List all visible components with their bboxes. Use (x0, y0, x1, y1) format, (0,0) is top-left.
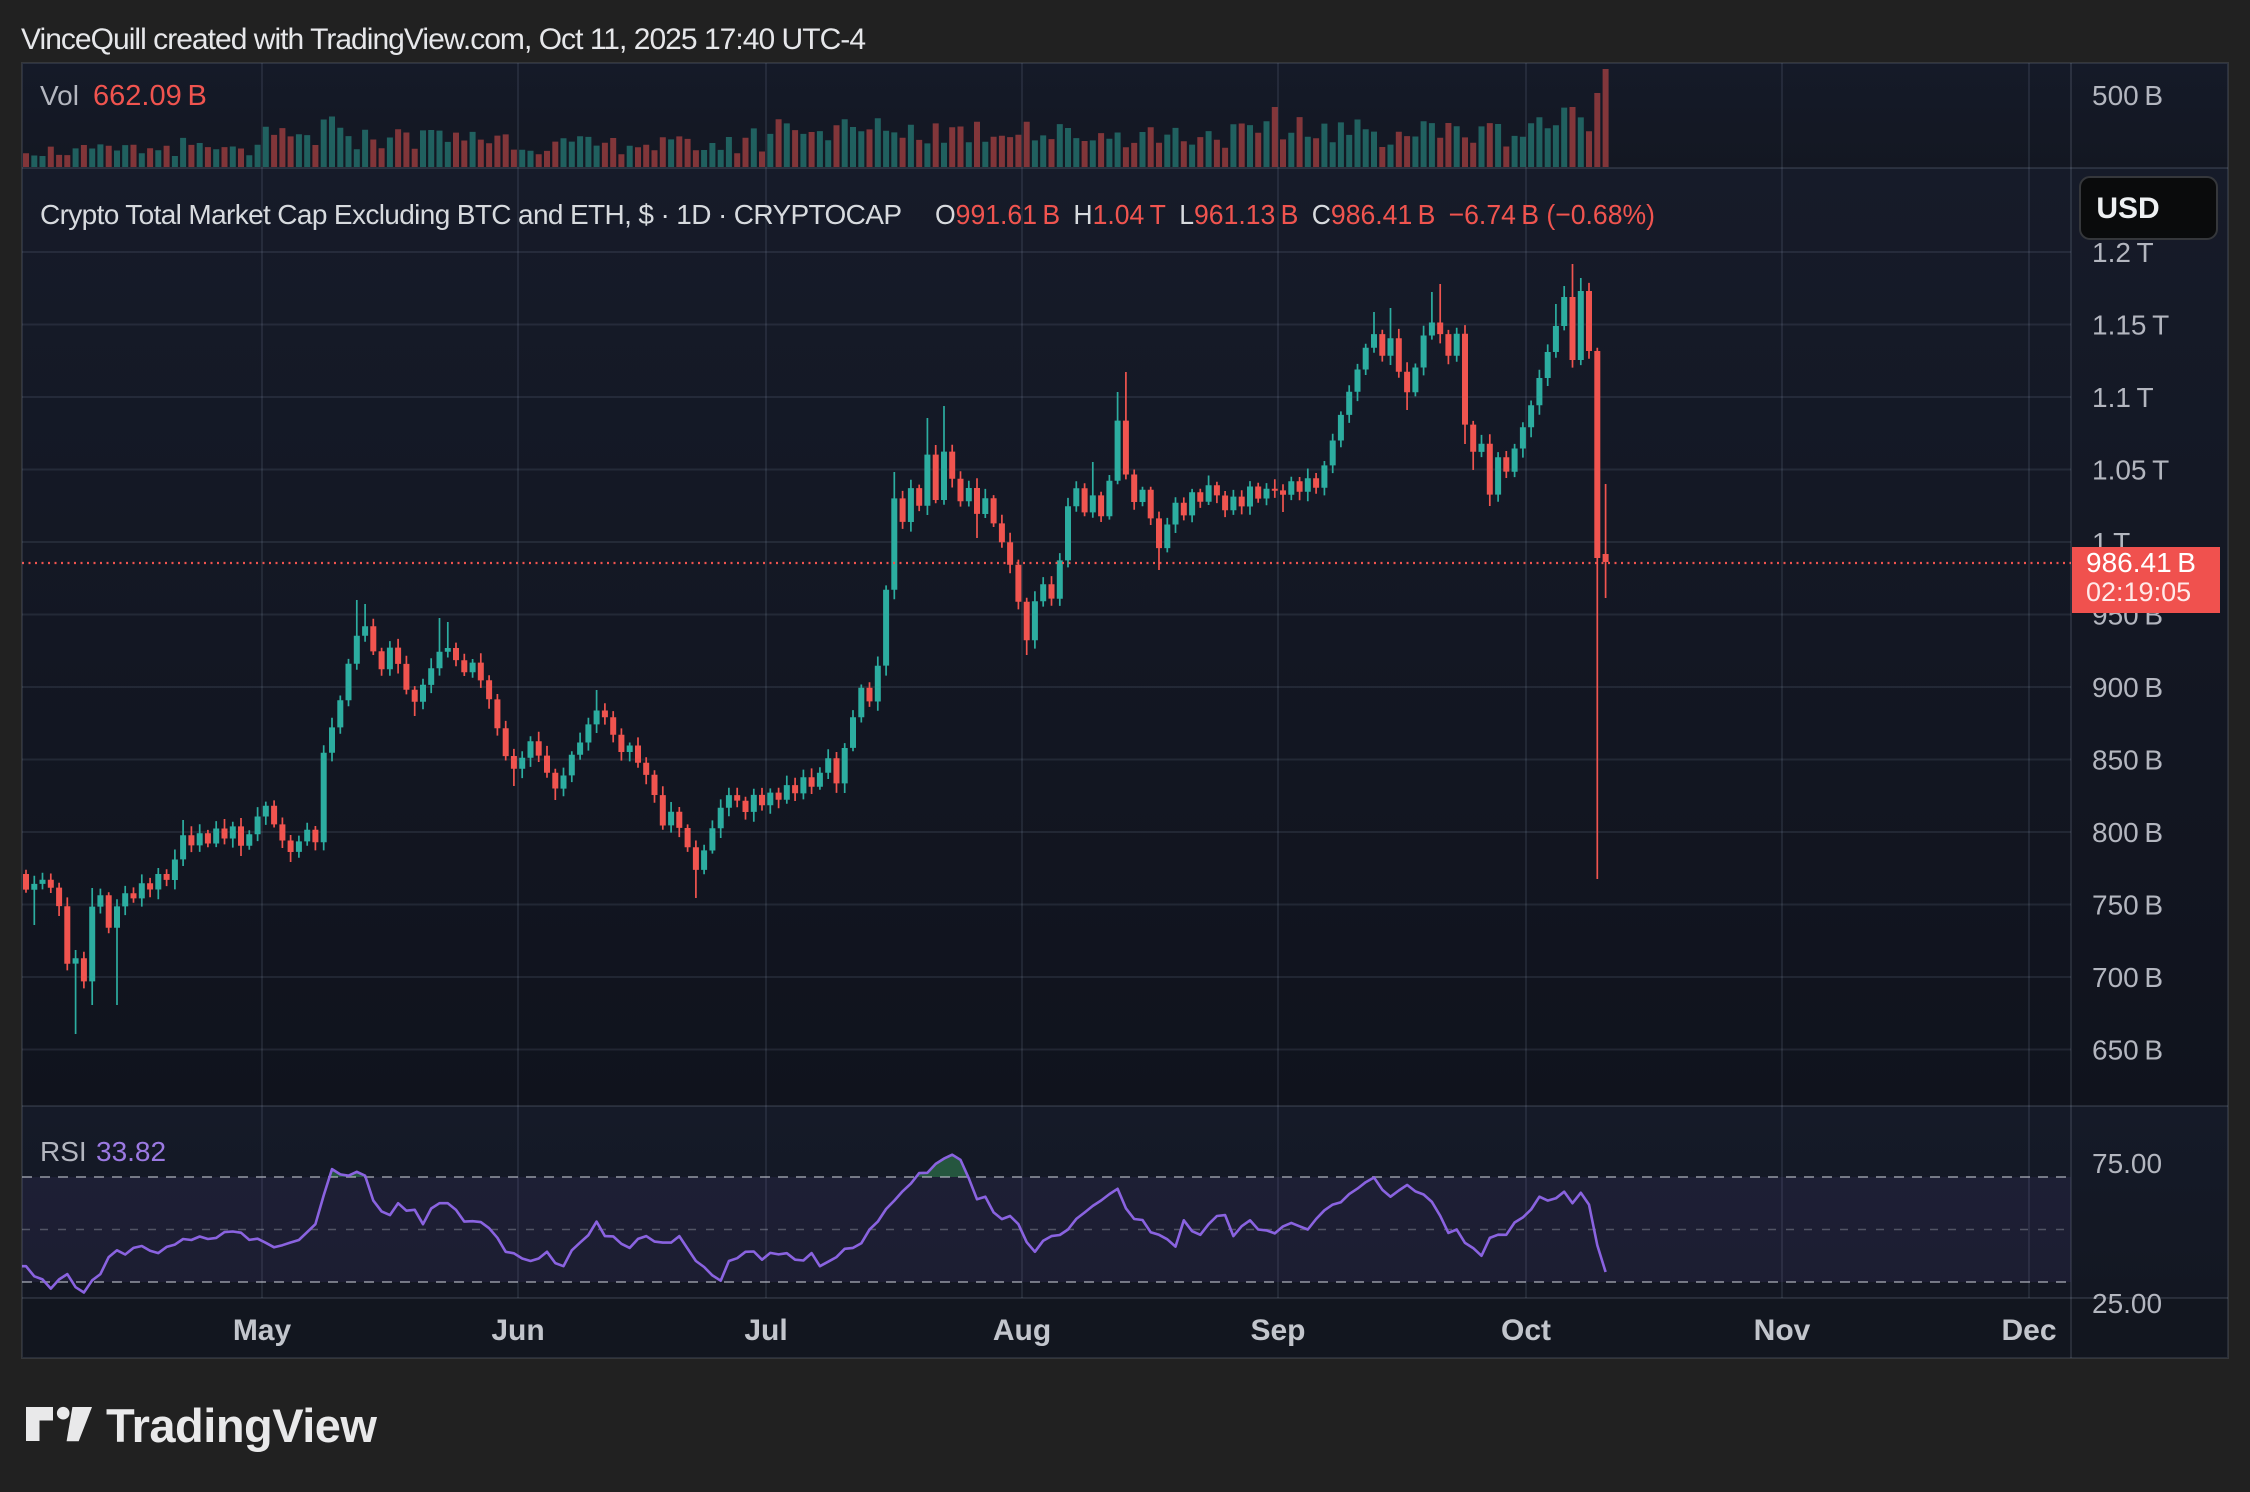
svg-text:500 B: 500 B (2092, 80, 2163, 111)
svg-text:1.1 T: 1.1 T (2092, 382, 2154, 413)
svg-text:1.15 T: 1.15 T (2092, 310, 2169, 341)
svg-text:Oct: Oct (1501, 1314, 1551, 1347)
svg-text:986.41 B: 986.41 B (2086, 547, 2196, 578)
svg-text:Dec: Dec (2001, 1314, 2056, 1347)
svg-text:1.2 T: 1.2 T (2092, 237, 2154, 268)
svg-text:Vol: Vol (40, 80, 79, 111)
svg-text:Sep: Sep (1250, 1314, 1305, 1347)
svg-text:Jul: Jul (744, 1314, 787, 1347)
svg-text:Nov: Nov (1754, 1314, 1811, 1347)
svg-text:650 B: 650 B (2092, 1035, 2163, 1066)
svg-text:USD: USD (2096, 192, 2159, 225)
svg-text:750 B: 750 B (2092, 890, 2163, 921)
svg-text:700 B: 700 B (2092, 962, 2163, 993)
svg-text:May: May (233, 1314, 292, 1347)
svg-text:TradingView: TradingView (106, 1399, 377, 1452)
svg-text:VinceQuill created with Tradin: VinceQuill created with TradingView.com,… (21, 23, 866, 56)
svg-text:75.00: 75.00 (2092, 1148, 2162, 1179)
svg-text:Crypto Total Market Cap Exclud: Crypto Total Market Cap Excluding BTC an… (40, 199, 902, 230)
svg-text:O991.61 B H1.04 T L961.13 B C9: O991.61 B H1.04 T L961.13 B C986.41 B −6… (935, 199, 1655, 230)
svg-text:900 B: 900 B (2092, 672, 2163, 703)
svg-text:Aug: Aug (993, 1314, 1051, 1347)
svg-text:02:19:05: 02:19:05 (2086, 577, 2191, 607)
svg-text:1.05 T: 1.05 T (2092, 455, 2169, 486)
svg-text:850 B: 850 B (2092, 745, 2163, 776)
svg-text:RSI: RSI (40, 1136, 87, 1167)
svg-text:33.82: 33.82 (96, 1136, 166, 1167)
svg-text:25.00: 25.00 (2092, 1288, 2162, 1319)
svg-text:662.09 B: 662.09 B (93, 80, 207, 112)
svg-text:Jun: Jun (491, 1314, 544, 1347)
svg-text:800 B: 800 B (2092, 817, 2163, 848)
